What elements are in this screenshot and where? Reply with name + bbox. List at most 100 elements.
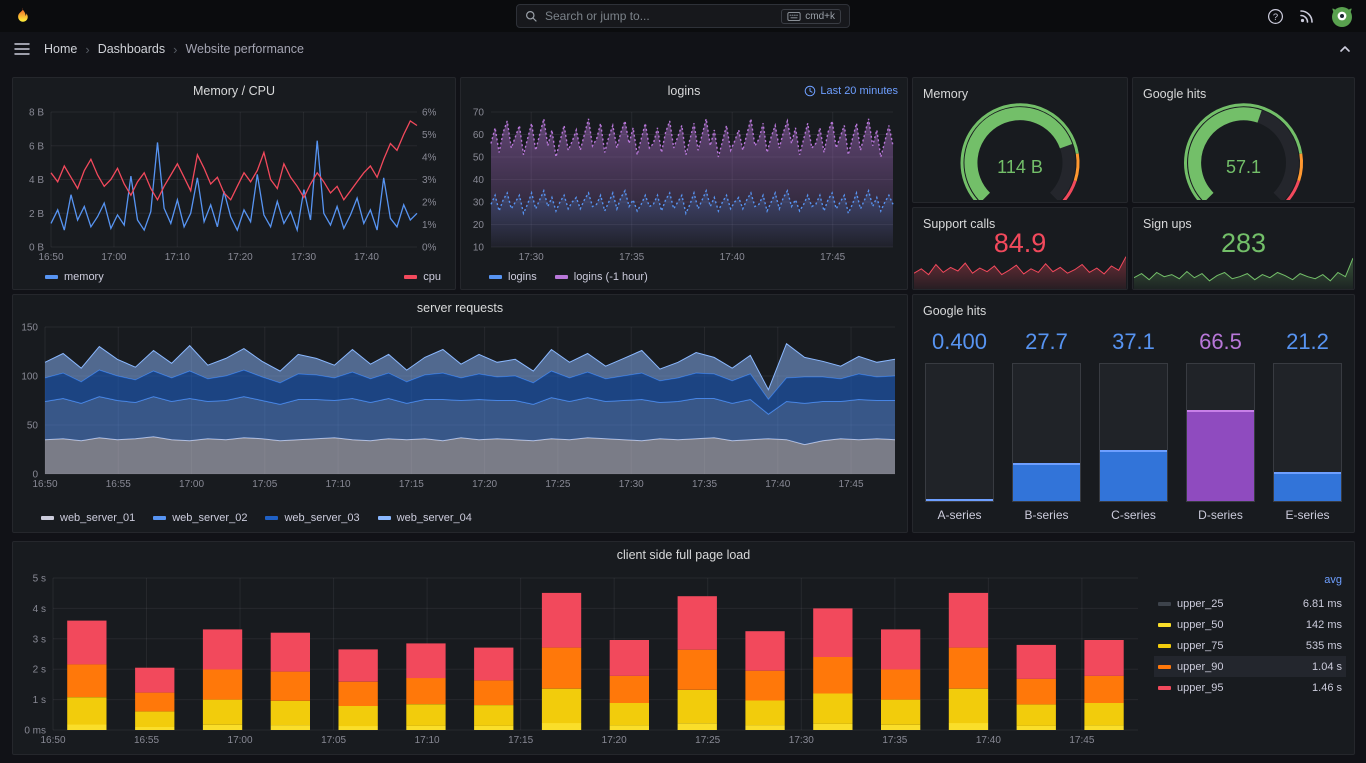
keyboard-icon [787,11,801,22]
help-icon[interactable]: ? [1267,8,1284,25]
legend-row[interactable]: upper_95 1.46 s [1154,677,1346,698]
google-hits-bar-gauge[interactable]: 0.400 A-series 27.7 B-series 37.1 C-series 66.… [925,329,1342,524]
panel-title-google-hits[interactable]: Google hits [1133,78,1354,104]
svg-text:17:45: 17:45 [839,479,864,490]
legend-label: web_server_04 [396,512,472,524]
legend-avg-value: 1.04 s [1312,660,1342,673]
memory-gauge[interactable] [913,102,1127,200]
bar-gauge-column[interactable]: 66.5 D-series [1186,329,1255,524]
bar-gauge-column[interactable]: 27.7 B-series [1012,329,1081,524]
svg-text:20: 20 [473,220,485,231]
svg-text:17:20: 17:20 [472,479,497,490]
bar-gauge-fill [1013,463,1080,501]
collapse-up-icon[interactable] [1338,42,1352,56]
legend-row[interactable]: upper_90 1.04 s [1154,656,1346,677]
bar-gauge-column[interactable]: 0.400 A-series [925,329,994,524]
panel-google-hits-bar: Google hits 0.400 A-series 27.7 B-series 37.… [912,294,1355,533]
legend-swatch [1158,622,1171,627]
panel-title-client-load[interactable]: client side full page load [13,542,1354,568]
legend-item[interactable]: cpu [404,271,441,283]
svg-text:17:40: 17:40 [976,735,1001,746]
legend-label: upper_25 [1177,597,1224,610]
panel-sign-ups: Sign ups 283 [1132,207,1355,290]
google-hits-gauge[interactable] [1133,102,1354,200]
logins-chart[interactable]: 17:30 17:35 17:40 17:45 10 20 30 40 50 60 70 [465,104,903,263]
bar-gauge-track [1273,363,1342,502]
legend-swatch [404,275,418,279]
search-placeholder: Search or jump to... [545,9,650,23]
legend-avg-value: 535 ms [1305,639,1342,652]
news-feed-icon[interactable] [1299,8,1315,24]
breadcrumb-separator: › [173,41,178,57]
memory-cpu-legend: memory cpu [45,269,441,285]
panel-title-memory-cpu[interactable]: Memory / CPU [13,78,455,104]
bar-gauge-label: A-series [937,508,982,522]
legend-item[interactable]: memory [45,271,104,283]
user-avatar[interactable] [1330,4,1354,28]
legend-label: memory [64,271,104,283]
svg-text:60: 60 [473,130,485,141]
svg-text:17:45: 17:45 [820,252,845,263]
svg-text:50: 50 [473,152,485,163]
search-input[interactable]: Search or jump to... cmd+k [516,4,850,28]
legend-item[interactable]: logins [489,271,537,283]
svg-text:16:55: 16:55 [106,479,131,490]
panel-title-google-hits-bar[interactable]: Google hits [913,295,1354,321]
panel-title-text: Memory [923,87,969,101]
legend-item[interactable]: logins (-1 hour) [554,271,648,283]
support-calls-sparkline[interactable] [914,251,1126,289]
time-range-label: Last 20 minutes [820,85,898,97]
svg-text:5%: 5% [422,130,437,141]
sign-ups-value: 283 [1220,228,1267,258]
breadcrumb-item[interactable]: Home [44,42,78,56]
legend-item[interactable]: web_server_03 [265,512,360,524]
breadcrumb-item[interactable]: Website performance [185,42,305,56]
svg-text:40: 40 [473,175,485,186]
legend-label: web_server_02 [172,512,248,524]
client-load-chart[interactable]: 16:50 16:55 17:00 17:05 17:10 17:15 17:20 17:25… [17,568,1146,748]
legend-swatch [489,275,502,279]
legend-label: cpu [423,271,441,283]
server-requests-chart[interactable]: 16:50 16:55 17:00 17:05 17:10 17:15 17:20 17:25… [17,321,903,490]
legend-row[interactable]: upper_50 142 ms [1154,614,1346,635]
panel-title-logins[interactable]: logins [461,78,907,104]
bar-gauge-label: D-series [1198,508,1243,522]
panel-title-memory[interactable]: Memory [913,78,1127,104]
bar-gauge-fill [1187,409,1254,501]
legend-item[interactable]: web_server_04 [377,512,472,524]
sign-ups-sparkline[interactable] [1134,251,1353,289]
legend-item[interactable]: web_server_02 [153,512,247,524]
panel-title-support-calls[interactable]: Support calls [913,208,1127,234]
panel-title-server-requests[interactable]: server requests [13,295,907,321]
svg-text:17:40: 17:40 [354,252,379,263]
breadcrumb-item[interactable]: Dashboards [97,42,166,56]
memory-cpu-chart[interactable]: 16:50 17:00 17:10 17:20 17:30 17:40 0 B 2 B 4 B 6… [17,104,451,264]
svg-text:16:50: 16:50 [32,479,57,490]
svg-text:4%: 4% [422,152,437,163]
panel-time-range-link[interactable]: Last 20 minutes [804,85,898,97]
bar-gauge-column[interactable]: 21.2 E-series [1273,329,1342,524]
server-requests-legend: web_server_01 web_server_02 web_server_03 w… [41,510,893,526]
bar-gauge-track [925,363,994,502]
legend-row[interactable]: upper_25 6.81 ms [1154,593,1346,614]
grafana-logo-icon[interactable] [12,6,33,27]
legend-avg-header[interactable]: avg [1324,574,1342,586]
svg-text:1 s: 1 s [33,695,46,706]
bar-gauge-value: 66.5 [1199,329,1242,354]
legend-row[interactable]: upper_75 535 ms [1154,635,1346,656]
svg-text:16:50: 16:50 [38,252,63,263]
svg-text:17:30: 17:30 [619,479,644,490]
svg-text:5 s: 5 s [33,574,46,585]
panel-title-sign-ups[interactable]: Sign ups [1133,208,1354,234]
menu-toggle-icon[interactable] [14,42,30,56]
svg-text:0 B: 0 B [29,243,44,254]
legend-swatch [1158,664,1171,669]
bar-gauge-value: 37.1 [1112,329,1155,354]
legend-item[interactable]: web_server_01 [41,512,135,524]
legend-swatch [41,516,54,520]
legend-swatch [554,275,568,279]
bar-gauge-column[interactable]: 37.1 C-series [1099,329,1168,524]
legend-label: web_server_01 [60,512,136,524]
svg-text:100: 100 [21,371,38,382]
svg-text:17:25: 17:25 [695,735,720,746]
